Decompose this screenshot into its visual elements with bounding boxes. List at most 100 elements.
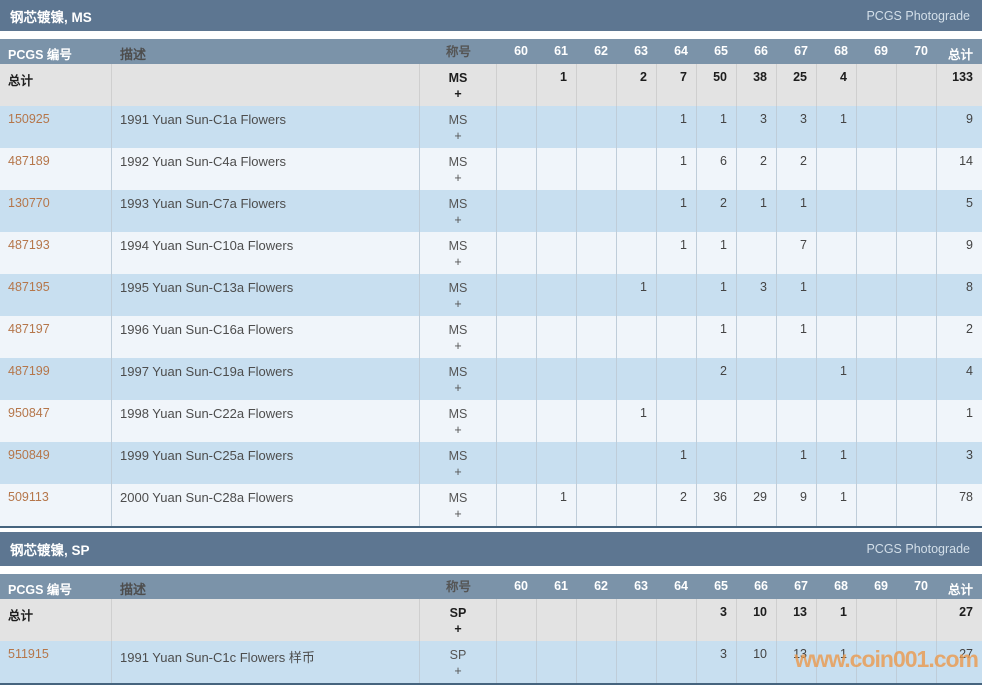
grade-70-count — [897, 400, 937, 442]
grade-69-count — [857, 400, 897, 442]
grade-65-count: 50 — [697, 64, 737, 106]
plus-designation: + — [454, 381, 462, 395]
grade-62-count — [577, 106, 617, 148]
plus-designation: + — [454, 129, 462, 143]
grade-68-count — [817, 148, 857, 190]
designation-label: MS — [448, 407, 468, 421]
grade-66-count — [737, 316, 777, 358]
grade-65-count: 2 — [697, 190, 737, 232]
grade-62-count — [577, 599, 617, 641]
designation-cell: SP + — [420, 641, 497, 683]
section-title: 钢芯镀镍, SP — [10, 543, 90, 558]
table-row: 487197 1996 Yuan Sun-C16a Flowers MS +1 1 2 — [0, 316, 982, 358]
grade-68-count — [817, 400, 857, 442]
pcgs-number-cell: 130770 — [0, 190, 112, 232]
pcgs-number-link[interactable]: 950847 — [8, 406, 50, 420]
total-count: 14 — [959, 154, 973, 168]
pcgs-number-link[interactable]: 150925 — [8, 112, 50, 126]
grade-69-count — [857, 599, 897, 641]
pcgs-number-link[interactable]: 487189 — [8, 154, 50, 168]
designation-label: MS — [448, 491, 468, 505]
section-header: 钢芯镀镍, SP PCGS Photograde — [0, 532, 982, 566]
total-count: 2 — [966, 322, 973, 336]
designation-label: MS — [448, 281, 468, 295]
grade-66-count — [737, 232, 777, 274]
photograde-link[interactable]: PCGS Photograde — [866, 8, 970, 23]
designation-cell: MS + — [420, 232, 497, 274]
coin-description: 1991 Yuan Sun-C1c Flowers 样币 — [112, 641, 420, 683]
designation-label: MS — [448, 197, 468, 211]
coin-description: 2000 Yuan Sun-C28a Flowers — [112, 484, 420, 526]
grade-65-count: 1 — [697, 232, 737, 274]
grade-63-count: 1 — [617, 274, 657, 316]
grade-63-count: 2 — [617, 64, 657, 106]
header-grade-67: 67 — [794, 44, 808, 58]
designation-label: MS — [448, 449, 468, 463]
pcgs-number-cell: 487197 — [0, 316, 112, 358]
total-count: 5 — [966, 196, 973, 210]
grade-61-count — [537, 599, 577, 641]
pcgs-number-link[interactable]: 511915 — [8, 647, 49, 661]
grade-66-count — [737, 400, 777, 442]
column-header-row: PCGS 编号 描述 称号 60 61 62 63 64 65 66 67 68 69 70 总计 — [0, 574, 982, 599]
grade-70-count — [897, 274, 937, 316]
header-grade-68: 68 — [834, 579, 848, 593]
pcgs-number-link[interactable]: 487193 — [8, 238, 50, 252]
designation-label: MS — [448, 113, 468, 127]
header-grade-68: 68 — [834, 44, 848, 58]
grade-60-count — [497, 641, 537, 683]
pcgs-number-link[interactable]: 509113 — [8, 490, 49, 504]
designation-label: MS — [448, 365, 468, 379]
pcgs-number-link[interactable]: 487195 — [8, 280, 50, 294]
header-total: 总计 — [947, 48, 973, 62]
header-grade-60: 60 — [514, 44, 528, 58]
grade-69-count — [857, 64, 897, 106]
designation-cell: MS + — [420, 358, 497, 400]
header-grade-65: 65 — [714, 44, 728, 58]
grade-66-count: 29 — [737, 484, 777, 526]
designation-cell: MS + — [420, 484, 497, 526]
grade-68-count — [817, 316, 857, 358]
designation-cell: MS + — [420, 274, 497, 316]
totals-row: 总计 MS +1 2 7 50 38 25 4 133 — [0, 64, 982, 106]
grade-67-count: 1 — [777, 442, 817, 484]
grade-68-count — [817, 190, 857, 232]
grade-61-count — [537, 148, 577, 190]
grade-64-count: 1 — [657, 106, 697, 148]
header-description: 描述 — [120, 582, 147, 597]
population-section: 钢芯镀镍, SP PCGS Photograde PCGS 编号 描述 称号 60 61 62… — [0, 532, 982, 685]
pcgs-number-link[interactable]: 130770 — [8, 196, 50, 210]
total-count: 1 — [966, 406, 973, 420]
photograde-link[interactable]: PCGS Photograde — [866, 542, 970, 556]
designation-label: MS — [448, 239, 468, 253]
grade-66-count: 1 — [737, 190, 777, 232]
grade-67-count: 1 — [777, 274, 817, 316]
grade-70-count — [897, 442, 937, 484]
header-grade-60: 60 — [514, 579, 528, 593]
grade-63-count — [617, 190, 657, 232]
total-count: 8 — [966, 280, 973, 294]
header-total: 总计 — [947, 583, 973, 597]
table-row: 487195 1995 Yuan Sun-C13a Flowers MS +1 1 3 1 8 — [0, 274, 982, 316]
header-grade-66: 66 — [754, 44, 768, 58]
pcgs-number-link[interactable]: 487197 — [8, 322, 50, 336]
pcgs-number-link[interactable]: 950849 — [8, 448, 50, 462]
grade-70-count — [897, 484, 937, 526]
grade-66-count — [737, 442, 777, 484]
grade-68-count: 4 — [817, 64, 857, 106]
grade-64-count — [657, 274, 697, 316]
grade-66-count: 10 — [737, 641, 777, 683]
grade-69-count — [857, 274, 897, 316]
grade-61-count — [537, 316, 577, 358]
pcgs-number-link[interactable]: 487199 — [8, 364, 50, 378]
grade-60-count — [497, 106, 537, 148]
grade-60-count — [497, 64, 537, 106]
grade-67-count: 2 — [777, 148, 817, 190]
grade-70-count — [897, 190, 937, 232]
grade-69-count — [857, 358, 897, 400]
coin-description: 1995 Yuan Sun-C13a Flowers — [112, 274, 420, 316]
grade-63-count — [617, 599, 657, 641]
pcgs-number-cell: 487195 — [0, 274, 112, 316]
grade-61-count — [537, 442, 577, 484]
